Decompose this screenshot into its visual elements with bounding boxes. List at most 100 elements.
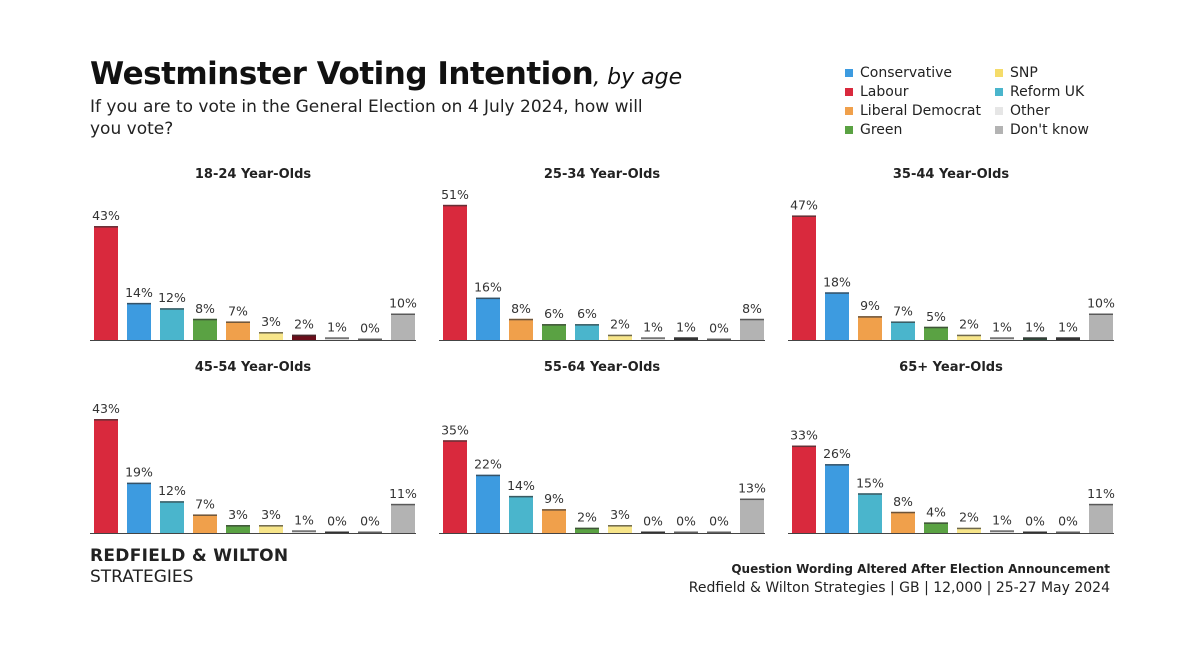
data-label: 11% xyxy=(389,486,417,501)
data-label: 3% xyxy=(228,507,248,522)
data-label: 3% xyxy=(261,314,281,329)
bar xyxy=(259,525,283,533)
data-label: 0% xyxy=(643,514,663,529)
bar-top-line xyxy=(127,302,151,305)
bar-top-line xyxy=(325,531,349,533)
data-label: 19% xyxy=(125,465,153,480)
data-label: 0% xyxy=(676,514,696,529)
bar-top-line xyxy=(292,334,316,337)
bar xyxy=(957,334,981,340)
bar-top-line xyxy=(740,498,764,501)
bar xyxy=(1089,313,1113,340)
data-label: 14% xyxy=(507,478,535,493)
panel-title: 65+ Year-Olds xyxy=(899,360,1003,375)
bar xyxy=(825,292,849,340)
bar xyxy=(924,522,948,533)
legend-label: Labour xyxy=(860,84,909,100)
data-label: 14% xyxy=(125,285,153,300)
bar xyxy=(792,445,816,533)
legend-item: Don't know xyxy=(995,121,1125,139)
data-label: 8% xyxy=(511,301,531,316)
legend-item: Reform UK xyxy=(995,83,1125,101)
data-label: 51% xyxy=(441,187,469,202)
data-label: 0% xyxy=(360,321,380,336)
legend-label: Other xyxy=(1010,103,1050,119)
legend-label: Don't know xyxy=(1010,122,1090,138)
bar xyxy=(858,316,882,340)
data-label: 22% xyxy=(474,457,502,472)
bar-top-line xyxy=(94,419,118,421)
data-label: 3% xyxy=(261,507,281,522)
bar-top-line xyxy=(792,215,816,217)
legend-swatch xyxy=(995,126,1003,134)
bar-top-line xyxy=(476,474,500,477)
bar xyxy=(858,493,882,533)
data-label: 0% xyxy=(709,514,729,529)
data-label: 12% xyxy=(158,290,186,305)
data-label: 2% xyxy=(610,317,630,332)
bar-top-line xyxy=(94,226,118,228)
bar-top-line xyxy=(891,321,915,323)
bar-top-line xyxy=(127,482,151,485)
bar-top-line xyxy=(193,514,217,516)
footer-note: Question Wording Altered After Election … xyxy=(731,562,1110,576)
footer: Question Wording Altered After Election … xyxy=(689,560,1110,598)
bar-top-line xyxy=(891,511,915,514)
data-label: 35% xyxy=(441,422,469,437)
bar-top-line xyxy=(542,509,566,511)
data-label: 2% xyxy=(294,317,314,332)
bar xyxy=(740,318,764,340)
data-label: 5% xyxy=(926,309,946,324)
bar-top-line xyxy=(608,334,632,337)
bar-top-line xyxy=(1089,313,1113,315)
bar xyxy=(542,324,566,340)
data-label: 15% xyxy=(856,475,884,490)
bar xyxy=(575,527,599,533)
footer-source: Redfield & Wilton Strategies | GB | 12,0… xyxy=(688,580,1110,596)
data-label: 9% xyxy=(544,491,564,506)
data-label: 4% xyxy=(926,504,946,519)
panel-title: 35-44 Year-Olds xyxy=(893,167,1010,182)
legend-item: Conservative xyxy=(845,64,995,82)
bar-top-line xyxy=(957,334,981,337)
panel-title: 55-64 Year-Olds xyxy=(544,360,661,375)
data-label: 0% xyxy=(1025,514,1045,529)
bar-top-line xyxy=(443,440,467,442)
bar xyxy=(391,313,415,340)
bar-top-line xyxy=(990,337,1014,339)
data-label: 7% xyxy=(228,303,248,318)
legend-label: Green xyxy=(860,122,903,138)
bar-top-line xyxy=(1089,503,1113,506)
data-label: 33% xyxy=(790,428,818,443)
data-label: 8% xyxy=(195,301,215,316)
bar-top-line xyxy=(674,337,698,339)
bar xyxy=(193,318,217,340)
data-label: 18% xyxy=(823,274,851,289)
data-label: 12% xyxy=(158,483,186,498)
bar-top-line xyxy=(160,308,184,310)
bar-top-line xyxy=(858,316,882,318)
chart-title: Westminster Voting Intention, by age xyxy=(90,56,683,92)
bar-top-line xyxy=(193,318,217,321)
bar-top-line xyxy=(825,292,849,294)
bar xyxy=(193,514,217,533)
data-label: 1% xyxy=(643,319,663,334)
bar-top-line xyxy=(226,525,250,527)
data-label: 2% xyxy=(959,510,979,525)
bar-top-line xyxy=(292,530,316,532)
legend-item: Green xyxy=(845,121,995,139)
data-label: 7% xyxy=(195,496,215,511)
bar-top-line xyxy=(825,464,849,466)
bar xyxy=(391,503,415,533)
legend-item: Other xyxy=(995,102,1125,120)
data-label: 47% xyxy=(790,197,818,212)
brand-logo: REDFIELD & WILTON STRATEGIES xyxy=(90,546,289,587)
data-label: 0% xyxy=(709,321,729,336)
bar-top-line xyxy=(226,321,250,323)
bar xyxy=(608,334,632,340)
legend-swatch xyxy=(845,107,853,115)
bar xyxy=(226,525,250,533)
bar-top-line xyxy=(443,204,467,207)
legend-item: SNP xyxy=(995,64,1125,82)
bar-top-line xyxy=(325,337,349,339)
